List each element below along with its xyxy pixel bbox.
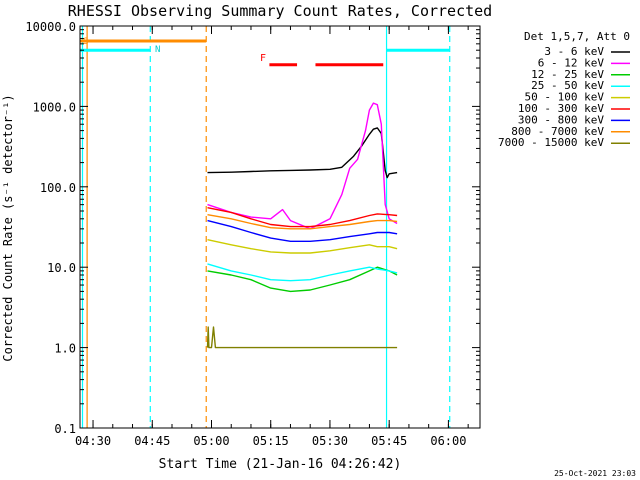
y-tick-label: 1000.0 bbox=[33, 100, 76, 114]
series-layer bbox=[206, 102, 398, 349]
x-tick-label: 05:45 bbox=[371, 434, 407, 448]
attenuator-flag-overlays bbox=[80, 26, 451, 428]
series-line bbox=[207, 239, 398, 254]
x-axis: 04:30 04:45 05:00 05:15 05:30 05:45 06:00 bbox=[75, 26, 469, 448]
y-axis: 0.1 1.0 10.0 100.0 1000.0 10000.0 bbox=[25, 20, 480, 436]
footer-timestamp: 25-Oct-2021 23:03 bbox=[554, 469, 636, 478]
x-axis-label: Start Time (21-Jan-16 04:26:42) bbox=[159, 457, 402, 472]
x-tick-label: 06:00 bbox=[430, 434, 466, 448]
x-tick-label: 04:30 bbox=[75, 434, 111, 448]
series-line bbox=[206, 326, 398, 349]
series-line bbox=[207, 263, 398, 282]
x-tick-label: 05:15 bbox=[253, 434, 289, 448]
legend-label: 300 - 800 keV bbox=[518, 113, 604, 126]
y-tick-label: 10.0 bbox=[47, 261, 76, 275]
legend-label: 6 - 12 keV bbox=[538, 56, 605, 69]
legend-title: Det 1,5,7, Att 0 bbox=[524, 30, 630, 43]
legend-label: 800 - 7000 keV bbox=[511, 125, 604, 138]
y-tick-label: 0.1 bbox=[54, 422, 76, 436]
x-tick-label: 05:00 bbox=[193, 434, 229, 448]
plot-frame bbox=[79, 25, 481, 429]
y-axis-label: Corrected Count Rate (s⁻¹ detector⁻¹) bbox=[1, 94, 15, 361]
series-line bbox=[207, 266, 398, 293]
legend-label: 25 - 50 keV bbox=[531, 79, 604, 92]
y-tick-label: 1.0 bbox=[54, 342, 76, 356]
legend-label: 100 - 300 keV bbox=[518, 102, 604, 115]
series-line bbox=[207, 214, 398, 230]
series-line bbox=[207, 102, 398, 230]
series-line bbox=[207, 207, 398, 228]
chart-title: RHESSI Observing Summary Count Rates, Co… bbox=[68, 2, 492, 20]
flag-label-n: N bbox=[155, 45, 160, 55]
x-tick-label: 04:45 bbox=[134, 434, 170, 448]
legend-label: 3 - 6 keV bbox=[544, 45, 604, 58]
flag-label-f: F bbox=[260, 53, 266, 64]
legend-label: 50 - 100 keV bbox=[525, 91, 605, 104]
flag-label-s: S bbox=[83, 37, 88, 47]
legend-label: 12 - 25 keV bbox=[531, 68, 604, 81]
x-tick-label: 05:30 bbox=[312, 434, 348, 448]
series-line bbox=[207, 127, 398, 179]
y-tick-label: 100.0 bbox=[40, 181, 76, 195]
legend-label: 7000 - 15000 keV bbox=[498, 136, 604, 149]
y-tick-label: 10000.0 bbox=[25, 20, 76, 34]
series-line bbox=[207, 219, 398, 243]
